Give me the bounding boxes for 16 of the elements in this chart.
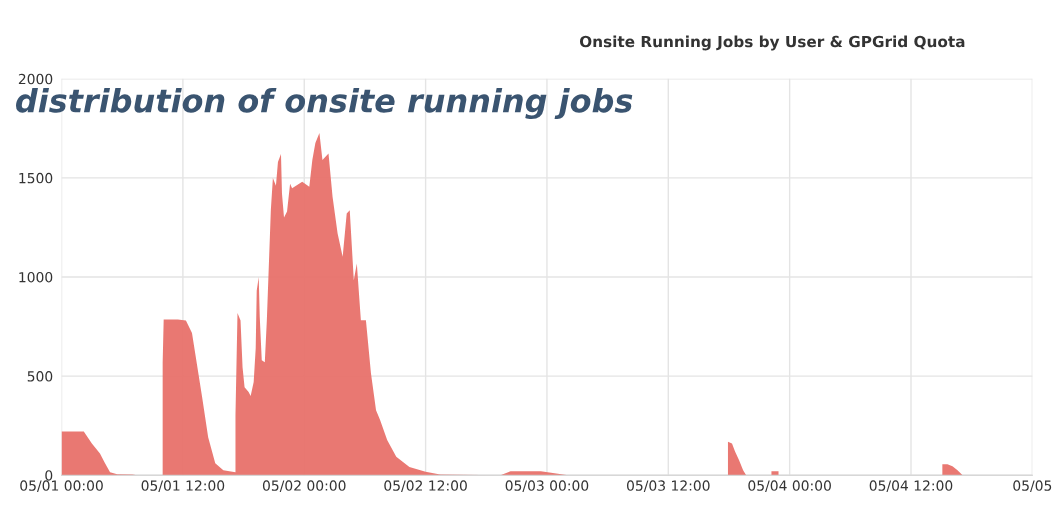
x-tick-label: 05/05 [1013,480,1052,492]
y-tick-label: 1000 [19,271,53,283]
x-tick-label: 05/04 12:00 [869,480,953,492]
chart-title: Onsite Running Jobs by User & GPGrid Quota [579,35,965,51]
y-tick-label: 0 [45,470,53,481]
x-tick-label: 05/03 00:00 [505,480,589,492]
y-tick-label: 1500 [19,172,53,184]
y-tick-label: 2000 [18,73,53,85]
x-tick-label: 05/04 00:00 [748,480,831,492]
y-tick-label: 500 [27,371,53,382]
x-tick-label: 05/02 00:00 [262,480,346,492]
annotation: distribution of onsite running jobs [16,87,633,120]
x-tick-label: 05/03 12:00 [626,480,710,492]
x-tick-label: 05/01 12:00 [141,480,225,492]
x-tick-label: 05/01 00:00 [20,480,103,492]
x-tick-label: 05/02 12:00 [384,480,467,492]
